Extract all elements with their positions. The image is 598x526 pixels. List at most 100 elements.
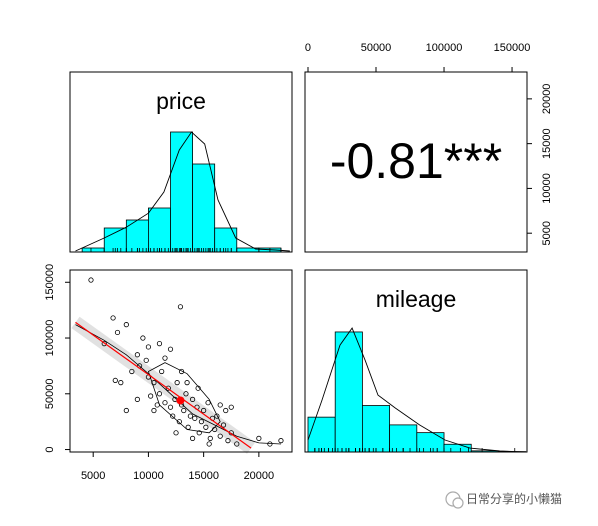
- scatter-point: [156, 341, 163, 347]
- scatter-point: [88, 277, 94, 283]
- scatter-point: [123, 407, 129, 414]
- scatter-point: [192, 415, 198, 421]
- scatter-point: [198, 419, 205, 425]
- scatter-point: [189, 396, 196, 402]
- y-tick-label: 5000: [541, 221, 553, 245]
- watermark: 日常分享的小懒猫: [466, 491, 562, 506]
- y-tick-label: 100000: [44, 320, 56, 357]
- x-tick-label: 15000: [188, 470, 219, 482]
- x-tick-label: 10000: [133, 470, 164, 482]
- scatter-point: [129, 368, 135, 375]
- density-curve: [75, 131, 290, 252]
- y-tick-label: 50000: [44, 378, 56, 409]
- histogram-bar: [334, 331, 363, 453]
- diagonal-label: mileage: [376, 286, 457, 312]
- scatter-point: [220, 422, 227, 428]
- scatter-point: [159, 368, 165, 375]
- scatter-point: [154, 402, 160, 408]
- y-tick-label: 15000: [541, 128, 553, 159]
- scatter-point: [134, 396, 140, 402]
- histogram-bar: [307, 416, 336, 453]
- scatter-point: [228, 404, 234, 410]
- x-tick-label: 50000: [361, 42, 392, 54]
- scatter-point: [187, 413, 193, 419]
- scatter-point: [134, 352, 140, 358]
- x-tick-label: 150000: [494, 42, 531, 54]
- y-tick-label: 10000: [541, 173, 553, 204]
- histogram-bar: [389, 424, 418, 453]
- scatter-point: [118, 380, 124, 386]
- scatter-point: [140, 335, 146, 341]
- scatter-point: [212, 426, 218, 433]
- scatter-point: [101, 341, 107, 347]
- scatter-point: [225, 438, 231, 444]
- scatter-point: [156, 391, 163, 397]
- panel-frame: [304, 71, 528, 253]
- correlation-label: -0.81***: [330, 133, 502, 189]
- density-curve: [307, 327, 526, 453]
- scatter-point: [205, 400, 211, 406]
- scatter-point: [162, 355, 168, 361]
- y-tick-label: 0: [44, 446, 56, 452]
- scatter-point: [162, 400, 168, 406]
- scatter-point: [176, 419, 182, 425]
- scatter-point: [185, 424, 191, 430]
- scatter-point: [167, 404, 174, 410]
- scatter-point: [112, 377, 118, 384]
- scatter-point: [167, 346, 174, 352]
- scatter-point: [145, 344, 152, 350]
- scatter-point: [189, 435, 196, 441]
- scatter-point: [267, 441, 273, 447]
- scatter-point: [110, 315, 116, 321]
- scatter-point: [256, 435, 262, 441]
- y-tick-label: 20000: [541, 84, 553, 115]
- scatter-point: [184, 380, 190, 386]
- scatter-point: [203, 424, 209, 430]
- scatter-point: [177, 304, 184, 310]
- scatter-point: [217, 402, 223, 408]
- scatter-point: [201, 407, 207, 414]
- histogram-bar: [192, 163, 216, 253]
- scatter-point: [278, 438, 284, 444]
- x-tick-label: 100000: [426, 42, 463, 54]
- scatter-point: [206, 441, 212, 447]
- panel-frame: [69, 269, 293, 453]
- scatter-point: [207, 435, 213, 441]
- y-tick-label: 150000: [44, 264, 56, 301]
- scatter-point: [173, 430, 179, 436]
- scatter-point: [114, 329, 121, 336]
- scatter-point: [170, 413, 176, 419]
- scatter-point: [196, 430, 202, 436]
- scatter-point: [165, 385, 171, 391]
- scatter-point: [234, 441, 240, 447]
- scatter-point: [183, 391, 189, 397]
- histogram-bar: [362, 405, 391, 453]
- scatter-point: [178, 368, 185, 375]
- scatter-point: [214, 413, 220, 419]
- x-tick-label: 20000: [244, 470, 275, 482]
- scatter-point: [217, 433, 223, 439]
- histogram-bar: [148, 207, 171, 253]
- wechat-icon: [445, 491, 464, 509]
- histogram-bar: [443, 443, 472, 453]
- x-tick-label: 0: [305, 42, 311, 54]
- scatter-point: [195, 385, 201, 391]
- scatter-point: [143, 357, 149, 363]
- scatter-point: [148, 393, 154, 399]
- diagonal-label: price: [156, 88, 206, 114]
- histogram-bar: [170, 131, 193, 253]
- scatter-point: [151, 380, 157, 386]
- fit-line: [75, 321, 252, 449]
- scatter-point: [123, 322, 129, 328]
- scatter-point: [223, 407, 229, 414]
- panel-frame: [304, 269, 528, 453]
- scatter-point: [151, 407, 157, 414]
- x-tick-label: 5000: [81, 470, 105, 482]
- panel-frame: [69, 71, 293, 253]
- histogram-bar: [81, 247, 105, 253]
- scatter-point: [181, 407, 187, 414]
- scatter-point: [174, 380, 180, 386]
- ellipse: [148, 362, 221, 434]
